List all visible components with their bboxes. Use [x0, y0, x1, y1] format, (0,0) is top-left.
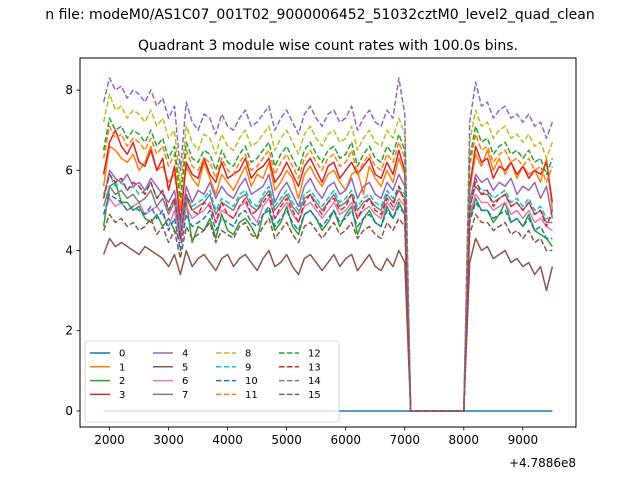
- series-line-14: [102, 77, 554, 412]
- series-line-5: [102, 237, 554, 412]
- y-tick-label: 0: [65, 404, 73, 418]
- x-tick-label: 9000: [508, 433, 539, 447]
- y-tick-label: 2: [65, 324, 73, 338]
- axis-ticks: 2000 3000 4000 5000 6000 7000 8000 9000 0 2 4 6 8: [65, 83, 538, 447]
- series-line-11: [102, 125, 554, 412]
- series-line-8: [102, 93, 554, 412]
- x-tick-label: 7000: [389, 433, 420, 447]
- y-tick-label: 4: [65, 244, 73, 258]
- series-line-9: [102, 173, 553, 412]
- series-layer: [102, 77, 554, 412]
- legend-label-2: 2: [119, 376, 125, 387]
- legend-frame: [84, 340, 340, 423]
- series-line-12: [102, 117, 554, 412]
- legend-label-12: 12: [308, 349, 321, 360]
- series-line-10: [102, 193, 553, 412]
- series-line-4: [102, 169, 554, 412]
- x-tick-label: 6000: [330, 433, 361, 447]
- legend-label-3: 3: [119, 390, 125, 401]
- legend-label-7: 7: [182, 390, 188, 401]
- x-tick-label: 2000: [94, 433, 125, 447]
- series-line-15: [102, 213, 553, 412]
- figure-suptitle: n file: modeM0/AS1C07_001T02_9000006452_…: [45, 7, 594, 23]
- legend-label-4: 4: [182, 349, 188, 360]
- x-tick-label: 3000: [153, 433, 184, 447]
- legend-label-11: 11: [245, 390, 258, 401]
- legend-label-8: 8: [245, 349, 251, 360]
- legend-label-9: 9: [245, 362, 251, 373]
- series-line-3: [102, 129, 554, 412]
- x-tick-label: 5000: [271, 433, 302, 447]
- y-tick-label: 8: [65, 83, 73, 97]
- chart-title: Quadrant 3 module wise count rates with …: [138, 38, 518, 54]
- legend-label-5: 5: [182, 362, 188, 373]
- legend-label-15: 15: [308, 390, 321, 401]
- y-tick-label: 6: [65, 163, 73, 177]
- plot-frame: [79, 57, 577, 428]
- series-line-13: [102, 173, 554, 412]
- legend-label-14: 14: [308, 376, 321, 387]
- legend-label-13: 13: [308, 362, 321, 373]
- x-tick-label: 4000: [212, 433, 243, 447]
- legend-label-1: 1: [119, 362, 125, 373]
- legend-label-10: 10: [245, 376, 258, 387]
- x-offset-label: +4.7886e8: [509, 456, 576, 470]
- x-tick-label: 8000: [449, 433, 480, 447]
- legend-label-0: 0: [119, 349, 125, 360]
- series-line-6: [102, 193, 553, 412]
- legend-label-6: 6: [182, 376, 188, 387]
